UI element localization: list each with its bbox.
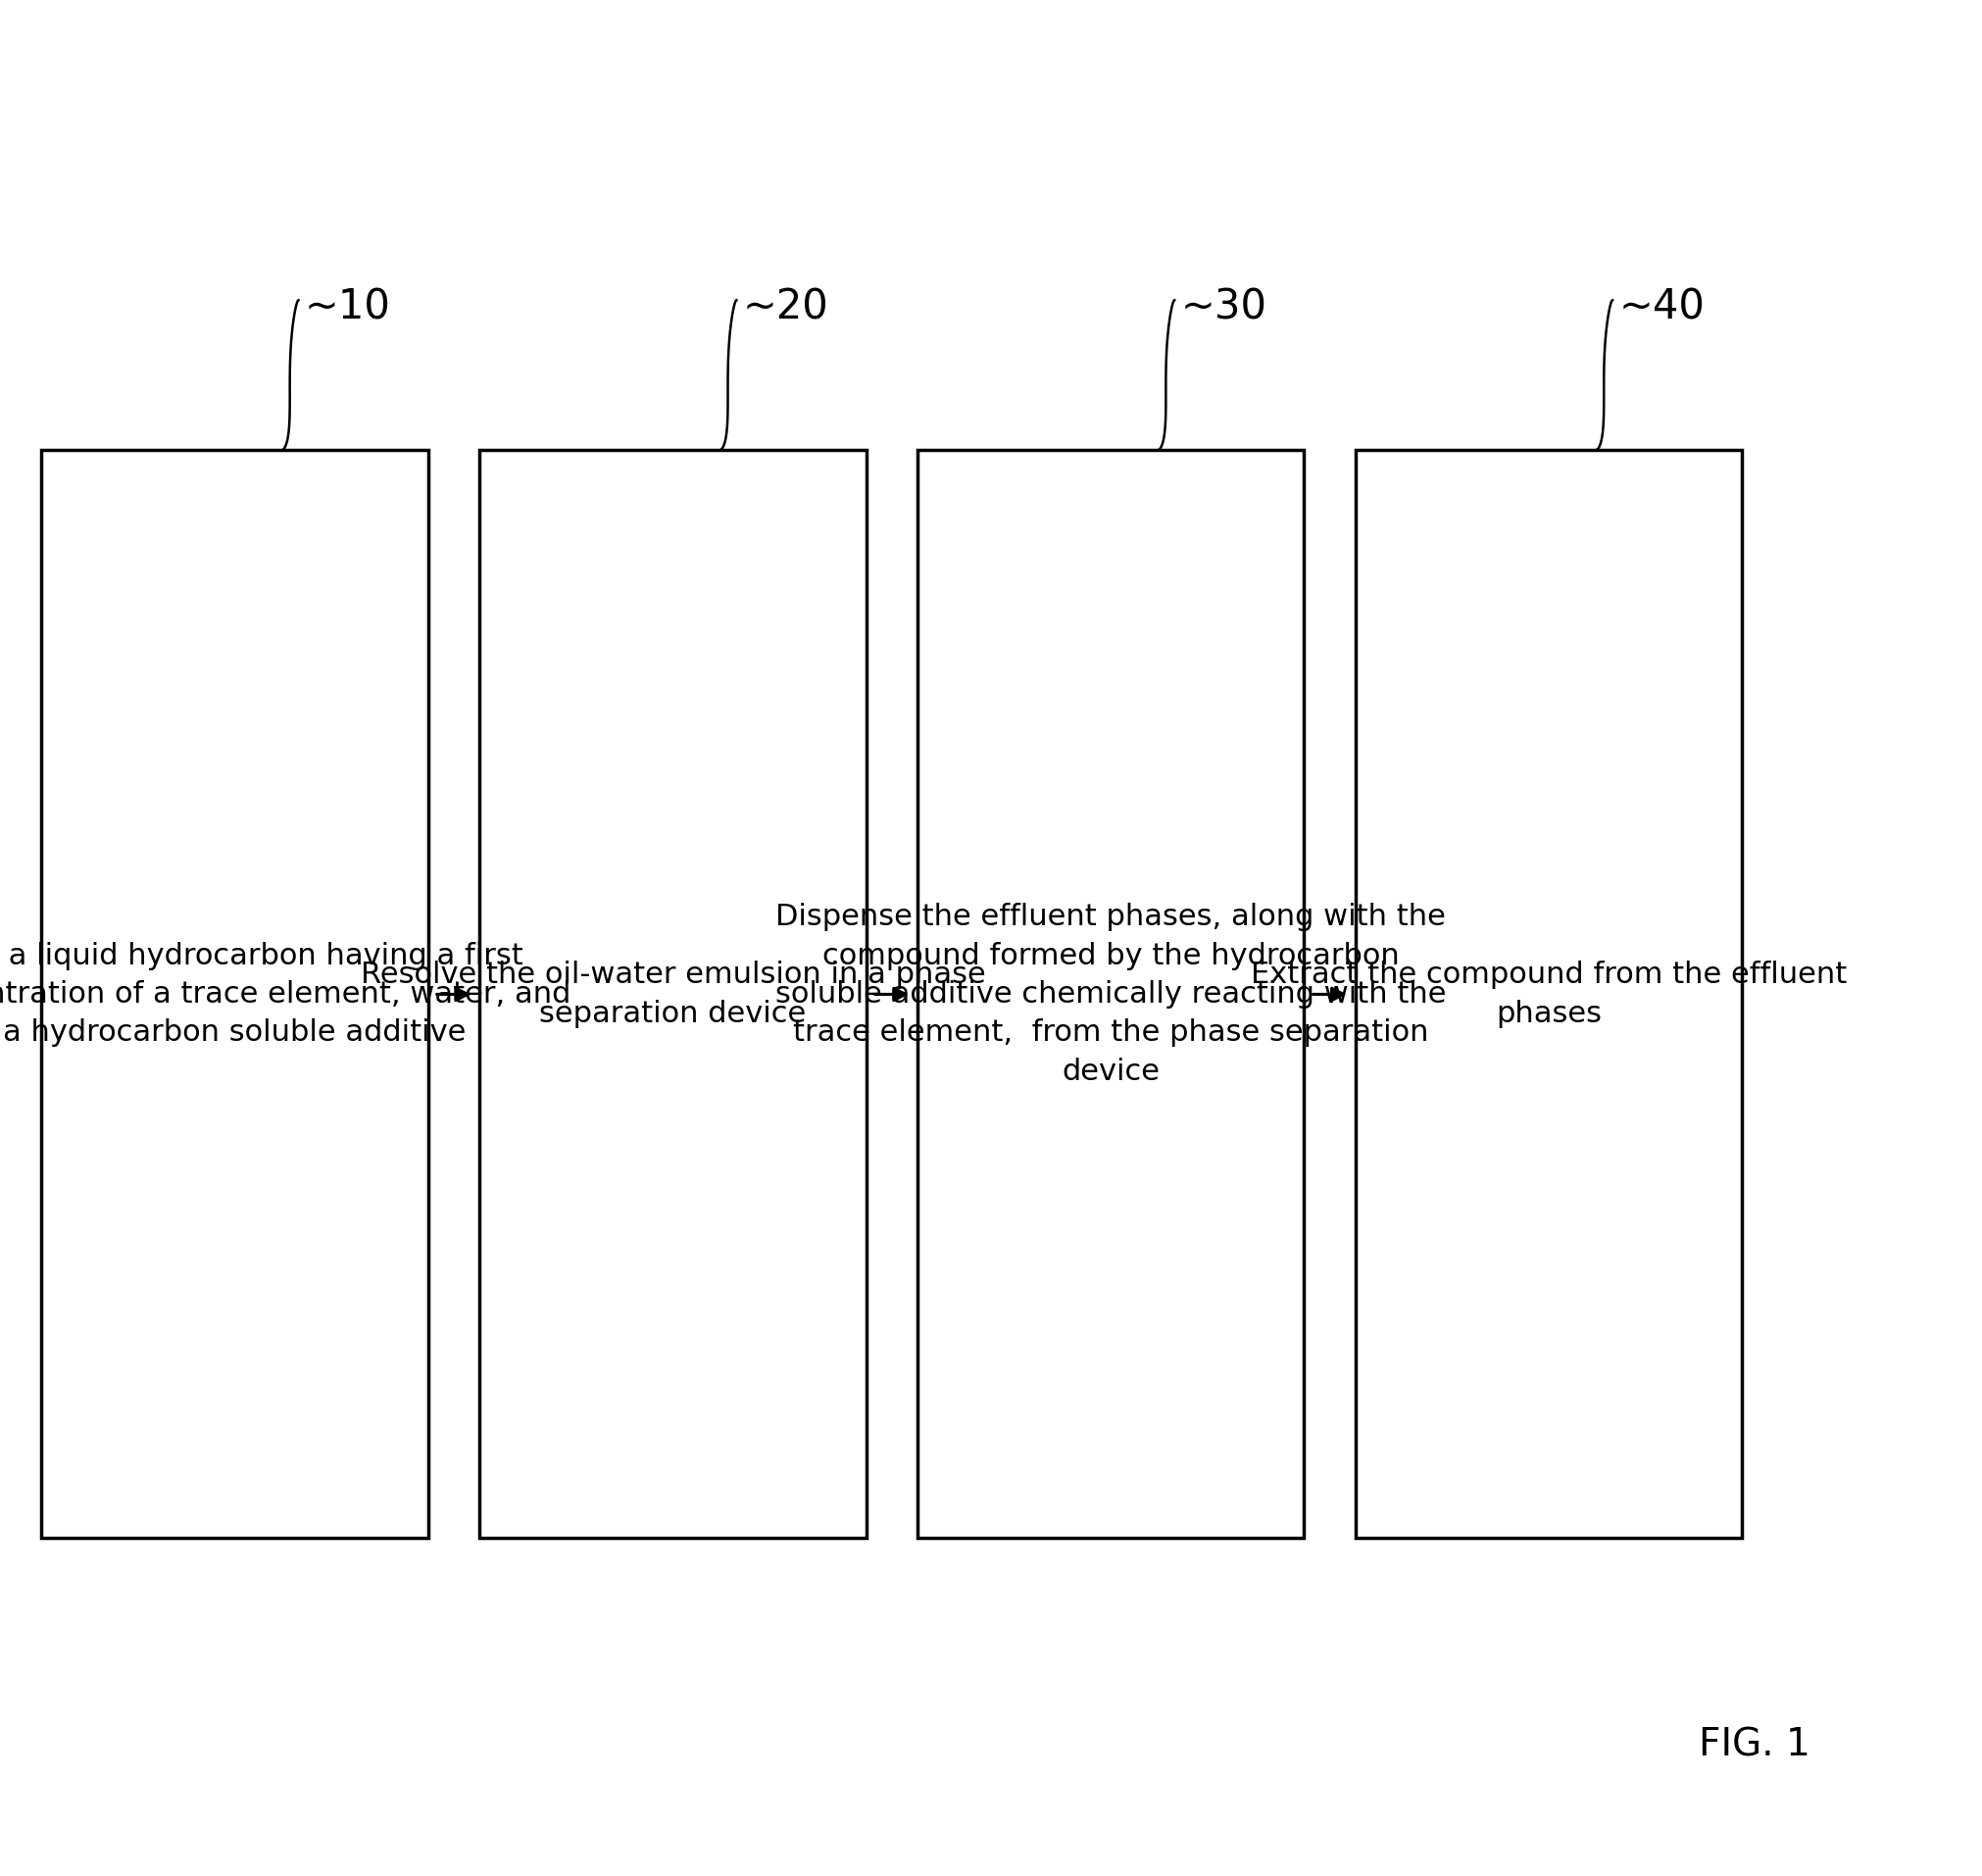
Text: ~10: ~10 (305, 287, 390, 328)
Text: Dispense the effluent phases, along with the
compound formed by the hydrocarbon
: Dispense the effluent phases, along with… (775, 902, 1447, 1086)
Text: FIG. 1: FIG. 1 (1699, 1726, 1810, 1763)
Text: Extract the compound from the effluent
phases: Extract the compound from the effluent p… (1251, 961, 1847, 1028)
Text: Resolve the oil-water emulsion in a phase
separation device: Resolve the oil-water emulsion in a phas… (361, 961, 985, 1028)
Text: ~20: ~20 (743, 287, 828, 328)
Text: Mix a liquid hydrocarbon having a first
concentration of a trace element, water,: Mix a liquid hydrocarbon having a first … (0, 942, 571, 1047)
Bar (42, 450, 428, 1538)
Bar (918, 450, 1304, 1538)
Text: ~40: ~40 (1619, 287, 1705, 328)
Bar (1356, 450, 1742, 1538)
Text: ~30: ~30 (1181, 287, 1266, 328)
Bar (480, 450, 866, 1538)
